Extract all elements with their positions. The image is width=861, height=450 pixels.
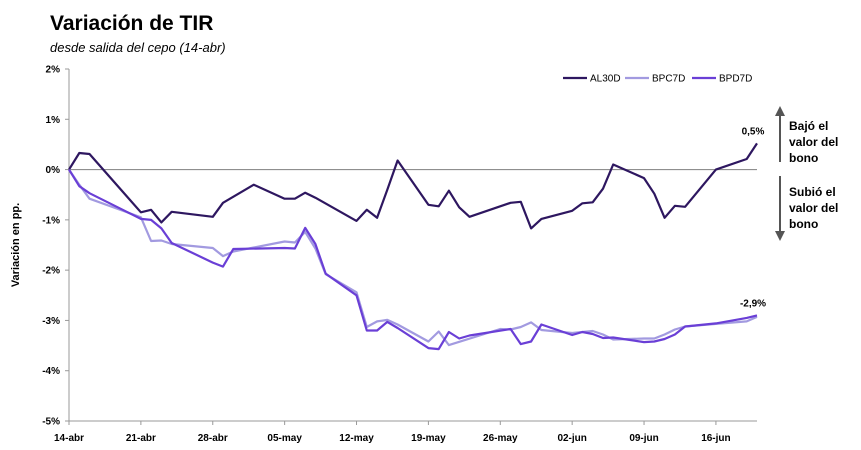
up-annotation-line: Bajó el xyxy=(789,119,828,133)
end-label-bpd7d: -2,9% xyxy=(740,298,766,309)
legend-label-bpc7d: BPC7D xyxy=(652,74,685,85)
x-tick-label: 14-abr xyxy=(54,433,84,444)
x-tick-label: 02-jun xyxy=(557,433,586,444)
down-annotation-line: valor del xyxy=(789,201,838,215)
x-tick-label: 16-jun xyxy=(701,433,730,444)
series-line-bpc7d xyxy=(68,168,758,347)
x-tick-label: 05-may xyxy=(267,433,302,444)
x-tick-label: 09-jun xyxy=(629,433,658,444)
chart-annotations: Bajó el valor del bono Subió el valor del bon… xyxy=(775,106,838,241)
x-tick-label: 19-may xyxy=(411,433,446,444)
legend-label-al30d: AL30D xyxy=(590,74,621,85)
chart-title: Variación de TIR xyxy=(50,12,214,35)
y-tick-label: 0% xyxy=(46,165,61,176)
x-tick-label: 26-may xyxy=(483,433,518,444)
series-line-al30d xyxy=(68,142,758,230)
down-annotation-line: Subió el xyxy=(789,185,836,199)
x-tick-label: 21-abr xyxy=(126,433,156,444)
y-tick-label: 1% xyxy=(46,115,61,126)
chart-end-labels: 0,5% -2,9% xyxy=(740,126,766,309)
y-tick-label: -3% xyxy=(42,316,60,327)
y-tick-label: -1% xyxy=(42,215,60,226)
x-tick-label: 28-abr xyxy=(198,433,228,444)
end-label-al30d: 0,5% xyxy=(742,126,765,137)
chart-series xyxy=(68,142,758,351)
down-annotation-line: bono xyxy=(789,217,818,231)
up-annotation-line: bono xyxy=(789,151,818,165)
chart-legend: AL30D BPC7D BPD7D xyxy=(563,74,752,85)
up-arrow-icon xyxy=(775,106,785,116)
y-tick-label: 2% xyxy=(46,65,61,76)
x-tick-label: 12-may xyxy=(339,433,374,444)
chart-axes: 2% 1% 0% -1% -2% -3% -4% -5% 14-abr 21-abr 28-abr 0… xyxy=(10,65,757,444)
y-tick-label: -5% xyxy=(42,417,60,428)
down-arrow-icon xyxy=(775,231,785,241)
y-tick-label: -2% xyxy=(42,266,60,277)
chart-subtitle: desde salida del cepo (14-abr) xyxy=(50,40,226,55)
y-axis-label: Variación en pp. xyxy=(10,203,22,287)
series-line-bpd7d xyxy=(68,169,758,351)
y-tick-label: -4% xyxy=(42,366,60,377)
up-annotation-line: valor del xyxy=(789,135,838,149)
legend-label-bpd7d: BPD7D xyxy=(719,74,752,85)
